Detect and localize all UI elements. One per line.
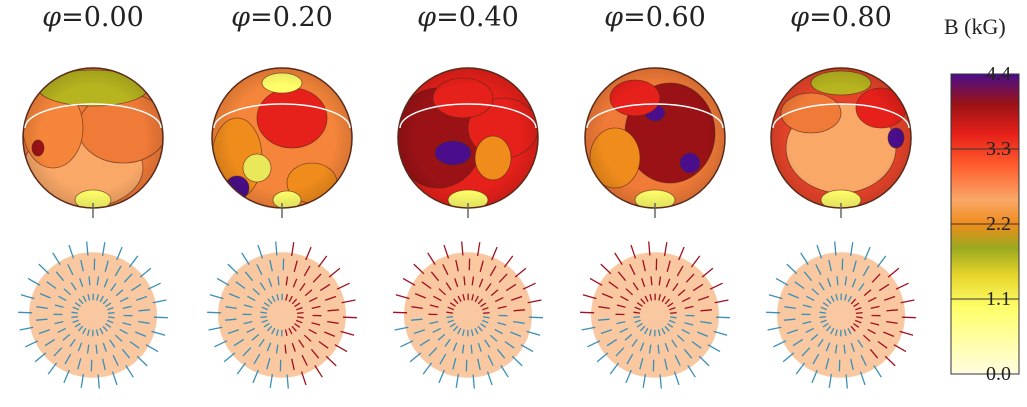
field-modulus-sphere xyxy=(22,67,164,218)
equator-line xyxy=(772,103,910,129)
phase-value: =0.80 xyxy=(809,2,892,33)
colorbar-title: B (kG) xyxy=(944,14,1006,39)
sphere-surface xyxy=(591,252,719,378)
vector-arrows xyxy=(18,241,168,389)
field-modulus-sphere xyxy=(584,67,726,218)
equator-line xyxy=(213,103,351,129)
phase-value: =0.60 xyxy=(623,2,706,33)
vector-arrows xyxy=(766,241,916,389)
colorbar-tick-label: 3.3 xyxy=(986,138,1011,160)
field-modulus-spheres xyxy=(22,67,912,218)
vector-arrows xyxy=(207,241,357,389)
sphere-surface xyxy=(777,252,905,378)
field-vector-sphere xyxy=(580,241,730,389)
phase-symbol: φ xyxy=(790,2,810,33)
field-vector-spheres xyxy=(18,241,916,389)
sphere-surface xyxy=(218,252,346,378)
phase-label: φ=0.60 xyxy=(560,2,750,33)
colorbar-ticks xyxy=(951,73,1019,375)
phase-symbol: φ xyxy=(604,2,624,33)
equator-line xyxy=(399,103,537,129)
field-modulus-sphere xyxy=(397,67,539,218)
sphere-surface xyxy=(29,252,157,378)
equator-line xyxy=(586,103,724,129)
phase-label: φ=0.80 xyxy=(746,2,936,33)
phase-value: =0.40 xyxy=(436,2,519,33)
colorbar-tick-label: 1.1 xyxy=(986,288,1011,310)
colorbar xyxy=(950,73,1020,375)
vector-arrows xyxy=(580,241,730,389)
phase-value: =0.00 xyxy=(61,2,144,33)
colorbar-tick-label: 0.0 xyxy=(986,363,1011,385)
phase-symbol: φ xyxy=(42,2,62,33)
field-modulus-sphere xyxy=(211,67,353,218)
field-vector-sphere xyxy=(393,241,543,389)
field-vector-sphere xyxy=(18,241,168,389)
phase-label: φ=0.20 xyxy=(187,2,377,33)
colorbar-tick-label: 2.2 xyxy=(986,213,1011,235)
field-vector-sphere xyxy=(766,241,916,389)
phase-symbol: φ xyxy=(417,2,437,33)
vector-arrows xyxy=(393,241,543,389)
phase-symbol: φ xyxy=(231,2,251,33)
phase-label: φ=0.40 xyxy=(373,2,563,33)
field-vector-sphere xyxy=(207,241,357,389)
phase-label: φ=0.00 xyxy=(0,2,188,33)
equator-line xyxy=(24,103,162,129)
colorbar-tick-label: 4.4 xyxy=(986,63,1011,85)
field-modulus-sphere xyxy=(770,67,912,218)
phase-value: =0.20 xyxy=(250,2,333,33)
sphere-surface xyxy=(404,252,532,378)
